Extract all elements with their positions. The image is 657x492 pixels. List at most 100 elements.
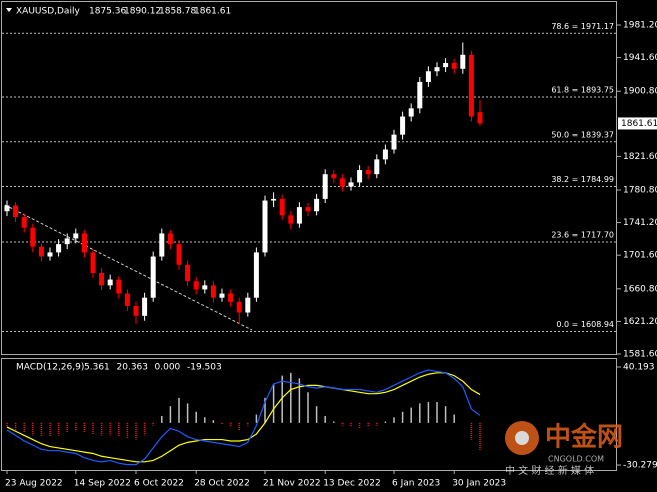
fib-label: 50.0 = 1839.37 bbox=[551, 130, 614, 139]
candle-body bbox=[279, 198, 285, 216]
candle-body bbox=[38, 246, 44, 257]
fib-label: 0.0 = 1608.94 bbox=[556, 320, 614, 329]
y-tick-label: 1741.20 bbox=[623, 218, 657, 228]
macd-readout: -19.503 bbox=[187, 363, 222, 373]
x-tick-label: 14 Sep 2022 bbox=[74, 479, 131, 489]
candle-body bbox=[417, 81, 423, 109]
x-tick-label: 6 Jan 2023 bbox=[392, 479, 440, 489]
watermark: 中金网 CNGOLD.COM 中 文 财 经 新 媒 体 bbox=[505, 421, 623, 477]
candle-body bbox=[443, 63, 449, 68]
trend-line bbox=[4, 204, 253, 331]
candle-body bbox=[73, 233, 79, 239]
candle-body bbox=[107, 279, 113, 286]
candle-body bbox=[116, 279, 122, 294]
x-tick-label: 28 Oct 2022 bbox=[194, 479, 250, 489]
candle-body bbox=[382, 149, 388, 160]
candle-body bbox=[331, 174, 337, 179]
last-price: 1861.61 bbox=[621, 119, 657, 129]
symbol: XAUUSD,Daily bbox=[16, 7, 80, 17]
fib-label: 61.8 = 1893.75 bbox=[551, 85, 614, 94]
candle-body bbox=[322, 174, 328, 199]
candle-body bbox=[391, 134, 397, 150]
y-tick-label: 1701.60 bbox=[623, 251, 657, 261]
candle-body bbox=[460, 54, 466, 69]
candle-body bbox=[4, 205, 10, 212]
main-frame bbox=[1, 1, 617, 355]
candle-body bbox=[314, 198, 320, 212]
candle-body bbox=[365, 170, 371, 175]
candle-body bbox=[228, 293, 234, 302]
y-tick-label: 1581.60 bbox=[623, 350, 657, 360]
candle-body bbox=[176, 244, 182, 265]
y-tick-label: 40.193 bbox=[623, 363, 655, 373]
site: CNGOLD.COM bbox=[548, 455, 604, 464]
macd-readout: 20.363 bbox=[117, 363, 149, 373]
fib-label: 78.6 = 1971.17 bbox=[551, 22, 614, 31]
macd-title: MACD(12,26,9) bbox=[16, 363, 84, 373]
candle-body bbox=[425, 71, 431, 82]
y-tick-label: 1941.60 bbox=[623, 53, 657, 63]
candle-body bbox=[219, 293, 225, 298]
candle-body bbox=[434, 67, 440, 72]
candle-body bbox=[99, 272, 105, 286]
header-high: 1890.12 bbox=[124, 7, 161, 17]
candle-body bbox=[133, 305, 139, 316]
candle-body bbox=[253, 252, 259, 298]
candle-body bbox=[245, 297, 251, 313]
candle-body bbox=[21, 216, 27, 228]
y-tick-label: 1660.80 bbox=[623, 284, 657, 294]
candle-body bbox=[193, 281, 199, 290]
candle-body bbox=[477, 112, 483, 124]
y-tick-label: 1821.60 bbox=[623, 152, 657, 162]
candle-body bbox=[81, 233, 87, 253]
candle-body bbox=[400, 116, 406, 135]
candle-body bbox=[142, 297, 148, 316]
slogan: 中 文 财 经 新 媒 体 bbox=[505, 464, 594, 477]
x-tick-label: 23 Aug 2022 bbox=[5, 479, 63, 489]
macd-readout: 5.361 bbox=[84, 363, 110, 373]
header-close: 1861.61 bbox=[194, 7, 231, 17]
candle-body bbox=[236, 301, 242, 313]
candle-body bbox=[13, 205, 19, 217]
y-tick-label: 1780.80 bbox=[623, 185, 657, 195]
candle-body bbox=[47, 252, 53, 257]
menu-arrow bbox=[6, 8, 12, 12]
candle-body bbox=[210, 285, 216, 298]
candle-body bbox=[124, 293, 130, 306]
y-tick-label: -30.279 bbox=[623, 461, 657, 471]
candle-body bbox=[348, 182, 354, 187]
header-open: 1875.36 bbox=[89, 7, 126, 17]
logo-inner bbox=[515, 431, 529, 445]
candle-body bbox=[150, 256, 156, 298]
candle-body bbox=[451, 63, 457, 69]
candle-body bbox=[30, 227, 36, 247]
x-tick-label: 21 Nov 2022 bbox=[263, 479, 321, 489]
x-tick-label: 30 Jan 2023 bbox=[452, 479, 506, 489]
x-tick-label: 13 Dec 2022 bbox=[323, 479, 381, 489]
candle-body bbox=[374, 159, 380, 175]
y-tick-label: 1621.20 bbox=[623, 317, 657, 327]
x-tick-label: 6 Oct 2022 bbox=[134, 479, 184, 489]
candle-body bbox=[64, 238, 70, 245]
macd-readout: 0.000 bbox=[155, 363, 181, 373]
candle-body bbox=[262, 200, 268, 253]
candle-body bbox=[288, 215, 294, 224]
candle-body bbox=[468, 54, 474, 117]
candle-body bbox=[56, 244, 62, 253]
candle-body bbox=[357, 170, 363, 183]
macd-frame bbox=[1, 358, 617, 471]
candle-body bbox=[339, 178, 345, 187]
fib-label: 23.6 = 1717.70 bbox=[551, 230, 614, 239]
y-tick-label: 1900.80 bbox=[623, 87, 657, 97]
candle-body bbox=[185, 264, 191, 282]
brand: 中金网 bbox=[545, 422, 623, 453]
candle-body bbox=[408, 108, 414, 117]
candle-body bbox=[202, 285, 208, 290]
macd-line bbox=[6, 372, 481, 463]
candle-body bbox=[90, 252, 96, 273]
fib-label: 38.2 = 1784.99 bbox=[551, 175, 614, 184]
candle-body bbox=[159, 233, 165, 257]
last-price-box bbox=[618, 117, 657, 130]
